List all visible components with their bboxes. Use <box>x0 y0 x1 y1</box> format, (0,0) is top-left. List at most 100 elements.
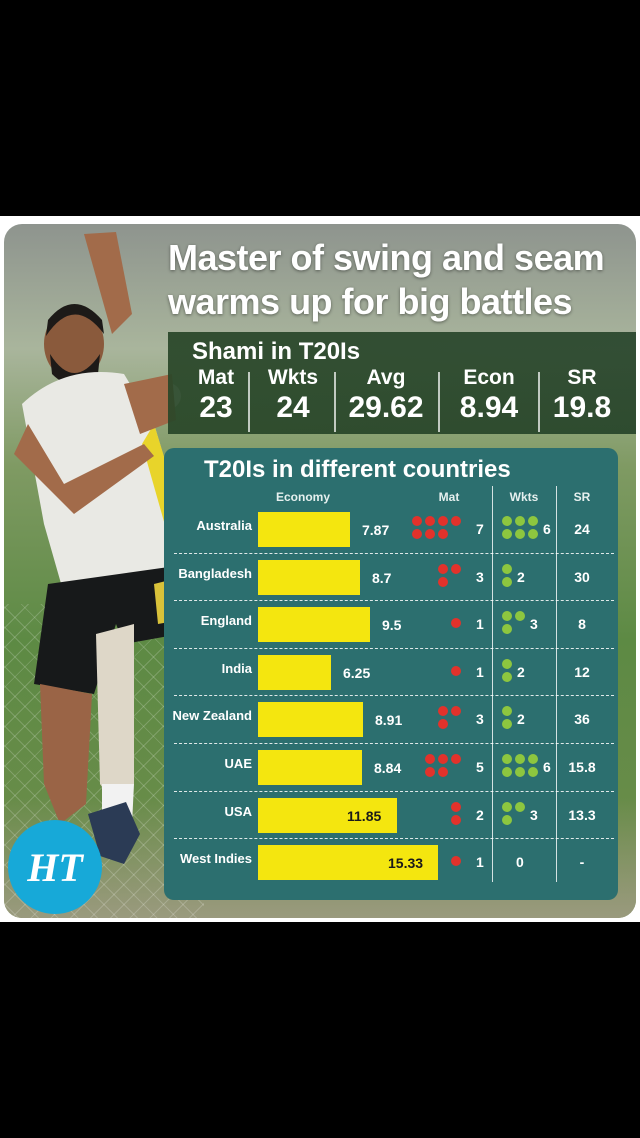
country-label: UAE <box>224 756 252 771</box>
wicket-dot <box>528 529 538 539</box>
match-dot <box>412 529 422 539</box>
matches-value: 1 <box>476 663 484 680</box>
stat-divider <box>334 372 336 432</box>
strike-rate-value: 36 <box>574 711 590 728</box>
matches-value: 2 <box>476 806 484 823</box>
row-divider <box>174 790 614 792</box>
wicket-dot <box>502 814 512 825</box>
country-label: India <box>221 660 252 676</box>
table-row: New Zealand 8.91 3 2 36 <box>164 696 618 744</box>
match-dot <box>451 706 461 717</box>
country-label: New Zealand <box>172 708 252 724</box>
strike-rate-value: 12 <box>574 663 590 680</box>
economy-value: 15.33 <box>388 855 424 872</box>
wicket-dot <box>515 529 525 539</box>
wicket-dot <box>515 767 525 777</box>
match-dot <box>451 516 461 526</box>
economy-bar <box>258 559 360 595</box>
wicket-dot <box>502 706 512 717</box>
matches-value: 3 <box>476 711 484 728</box>
match-dot <box>425 754 435 764</box>
stat-divider <box>438 372 440 432</box>
wicket-dot <box>528 767 538 777</box>
country-label: West Indies <box>179 851 252 867</box>
column-header-mat: Mat <box>438 490 460 504</box>
economy-bar <box>258 797 397 833</box>
wickets-value: 6 <box>543 521 551 537</box>
matches-value: 1 <box>476 854 484 871</box>
stat-divider <box>248 372 250 432</box>
wickets-value: 3 <box>530 616 538 633</box>
wickets-value: 2 <box>517 663 525 680</box>
row-divider <box>174 743 614 744</box>
stat-economy: Econ 8.94 <box>459 366 519 424</box>
economy-value: 6.25 <box>343 664 371 681</box>
wickets-value: 0 <box>516 854 524 871</box>
column-header-wkts: Wkts <box>509 490 539 504</box>
match-dot <box>425 529 435 539</box>
column-divider <box>556 486 557 882</box>
economy-bar <box>258 512 350 547</box>
panel-title: T20Is in different countries <box>204 456 511 483</box>
wicket-dot <box>502 563 512 574</box>
headline: Master of swing and seam warms up for bi… <box>168 237 605 322</box>
column-divider <box>492 486 493 882</box>
match-dot <box>451 814 461 825</box>
column-header-economy: Economy <box>275 490 330 504</box>
match-dot <box>451 618 461 629</box>
economy-value: 7.87 <box>362 522 390 538</box>
table-row: UAE 8.84 5 6 15.8 <box>164 744 618 792</box>
infographic-card: Master of swing and seam warms up for bi… <box>0 216 640 922</box>
wicket-dot <box>502 658 512 669</box>
wicket-dot <box>502 754 512 764</box>
wickets-value: 2 <box>517 711 525 728</box>
match-dot <box>438 516 448 526</box>
match-dot <box>438 767 448 777</box>
wicket-dot <box>502 516 512 526</box>
economy-value: 9.5 <box>382 617 402 634</box>
match-dot <box>425 767 435 777</box>
wicket-dot <box>502 801 512 812</box>
career-stats-strip: Shami in T20Is Mat 23 Wkts 24 Avg 29.62 … <box>168 332 636 434</box>
row-divider <box>174 552 614 554</box>
country-label: England <box>200 613 252 629</box>
economy-value: 8.91 <box>375 712 403 729</box>
match-dot <box>412 516 422 526</box>
match-dot <box>438 576 448 587</box>
matches-value: 1 <box>476 616 484 633</box>
country-breakdown-panel: T20Is in different countries Economy Mat… <box>164 448 618 900</box>
row-divider <box>174 647 614 649</box>
country-label: USA <box>224 803 252 819</box>
table-row: West Indies 15.33 1 0 - <box>164 839 618 887</box>
table-row: England 9.5 1 3 8 <box>164 601 618 649</box>
ht-logo: HT <box>8 820 102 914</box>
wicket-dot <box>515 516 525 526</box>
match-dot <box>451 563 461 574</box>
economy-bar <box>258 750 362 785</box>
wicket-dot <box>502 576 512 587</box>
column-header-sr: SR <box>573 490 591 504</box>
economy-value: 11.85 <box>347 807 382 824</box>
wicket-dot <box>528 516 538 526</box>
strike-rate-value: 24 <box>574 521 590 537</box>
match-dot <box>438 754 448 764</box>
match-dot <box>451 665 461 676</box>
economy-value: 8.84 <box>374 760 402 776</box>
match-dot <box>438 563 448 574</box>
strike-rate-value: 30 <box>574 568 590 585</box>
match-dot <box>451 754 461 764</box>
wicket-dot <box>502 671 512 682</box>
wicket-dot <box>502 611 512 622</box>
wickets-value: 3 <box>530 806 538 823</box>
stats-title: Shami in T20Is <box>192 338 361 365</box>
match-dot <box>451 801 461 812</box>
table-row: Australia 7.87 7 6 24 <box>164 506 618 554</box>
table-row: USA 11.85 2 3 13.3 <box>164 792 618 840</box>
wicket-dot <box>528 754 538 764</box>
stat-strike-rate: SR 19.8 <box>552 366 612 424</box>
row-divider <box>174 838 614 840</box>
economy-bar <box>258 702 363 738</box>
wickets-value: 2 <box>517 568 525 585</box>
wicket-dot <box>515 611 525 622</box>
stat-wickets: Wkts 24 <box>267 366 319 424</box>
